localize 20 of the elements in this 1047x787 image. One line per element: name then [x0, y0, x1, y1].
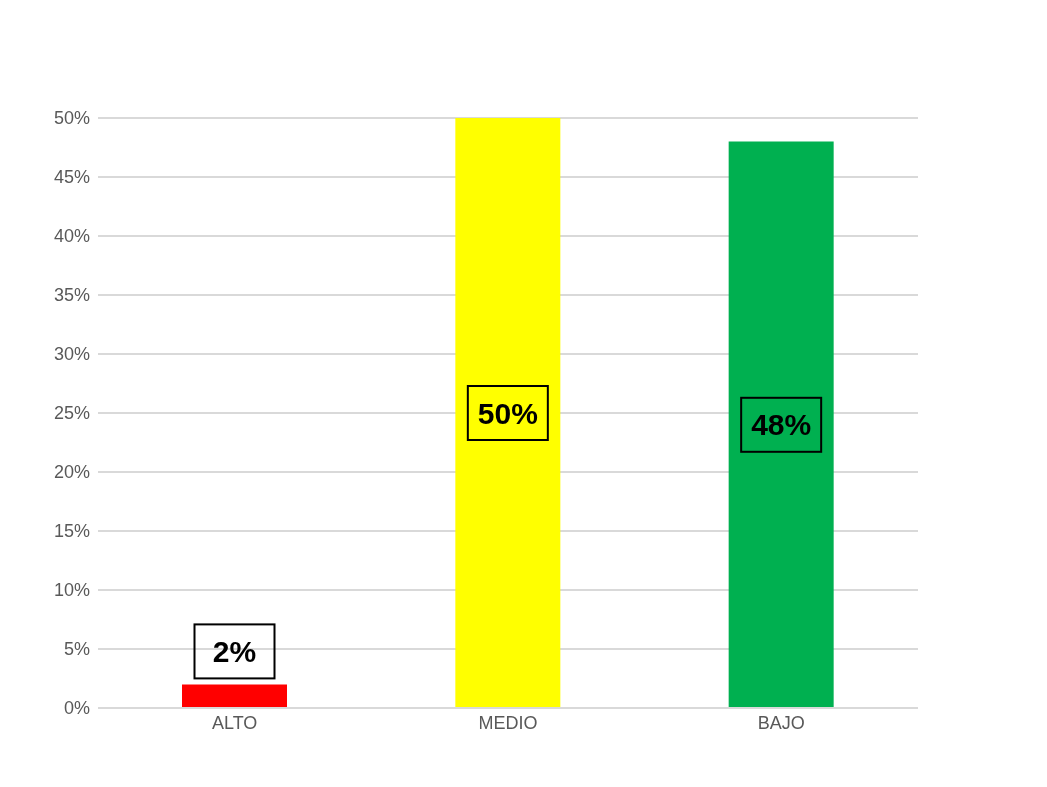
data-label: 50% [477, 396, 538, 430]
y-tick-label: 30% [53, 344, 90, 365]
x-tick-label: ALTO [211, 712, 258, 733]
y-tick-label: 5% [63, 639, 90, 660]
y-tick-label: 10% [53, 580, 90, 601]
y-tick-label: 20% [53, 462, 90, 483]
data-label: 48% [751, 408, 812, 442]
y-tick-label: 25% [53, 403, 90, 424]
bar [728, 141, 834, 708]
data-label: 2% [212, 634, 257, 668]
y-tick-label: 40% [53, 226, 90, 247]
y-tick-label: 50% [53, 108, 90, 129]
y-tick-label: 0% [63, 698, 90, 719]
y-tick-label: 45% [53, 167, 90, 188]
x-tick-label: MEDIO [478, 712, 538, 733]
y-tick-label: 35% [53, 285, 90, 306]
x-tick-label: BAJO [757, 712, 805, 733]
y-tick-label: 15% [53, 521, 90, 542]
bar [182, 684, 287, 708]
bar [455, 118, 561, 708]
